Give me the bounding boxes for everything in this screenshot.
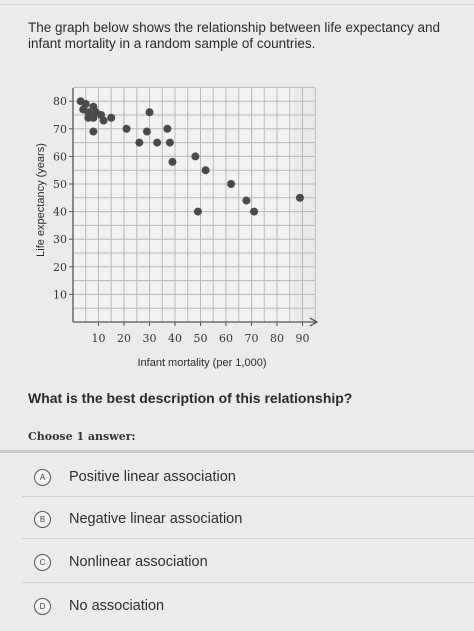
data-point xyxy=(191,152,200,161)
data-point xyxy=(193,207,202,216)
y-tick-label: 10 xyxy=(53,288,67,301)
question-text: What is the best description of this rel… xyxy=(28,390,353,406)
y-tick-label: 60 xyxy=(53,150,67,163)
data-point xyxy=(142,127,151,136)
data-point xyxy=(84,108,93,117)
choice-separator xyxy=(22,582,474,583)
data-point xyxy=(145,108,154,117)
choice-a-letter-icon: A xyxy=(34,468,51,486)
scatter-plot: 10 20 30 40 50 60 70 80 90 10 20 30 40 50 60 70 80 Infan… xyxy=(35,86,319,369)
x-axis-arrow-icon xyxy=(309,317,319,327)
choice-d-text: No association xyxy=(69,598,165,614)
x-tick-label: 40 xyxy=(168,332,182,345)
choice-c-letter-icon: C xyxy=(34,553,51,571)
choice-separator xyxy=(22,538,474,539)
x-tick-label: 10 xyxy=(92,332,106,345)
data-point xyxy=(163,124,172,133)
data-point xyxy=(107,113,116,122)
y-tick-label: 70 xyxy=(53,123,67,136)
choose-answer-label: Choose 1 answer: xyxy=(28,430,136,443)
choice-d[interactable]: D No association xyxy=(34,595,454,617)
x-axis-label: Infant mortality (per 1,000) xyxy=(137,357,266,369)
chart-axes xyxy=(69,88,319,327)
problem-intro-text: The graph below shows the relationship b… xyxy=(28,20,441,51)
data-point xyxy=(89,113,98,122)
choice-c-text: Nonlinear association xyxy=(69,554,208,570)
choice-a-text: Positive linear association xyxy=(69,469,236,485)
data-point xyxy=(242,196,251,205)
data-point xyxy=(99,116,108,125)
x-tick-label: 90 xyxy=(296,332,310,345)
choice-c[interactable]: C Nonlinear association xyxy=(34,551,454,573)
y-axis-label: Life expectancy (years) xyxy=(35,143,47,257)
x-tick-label: 30 xyxy=(143,332,157,345)
y-tick-label: 30 xyxy=(53,233,67,246)
choice-separator xyxy=(22,496,474,497)
x-tick-label: 50 xyxy=(194,332,208,345)
data-point xyxy=(153,138,162,147)
chart-tick-labels: 10 20 30 40 50 60 70 80 90 10 20 30 40 50 60 70 80 xyxy=(53,95,310,345)
data-point xyxy=(168,157,177,166)
plot-background xyxy=(73,88,293,322)
data-point xyxy=(201,166,210,175)
data-point xyxy=(89,127,98,136)
x-tick-label: 20 xyxy=(117,332,131,345)
data-point xyxy=(227,180,236,188)
choice-b-letter-icon: B xyxy=(34,510,51,528)
x-tick-label: 60 xyxy=(219,332,233,345)
choice-a[interactable]: A Positive linear association xyxy=(34,466,454,488)
data-point xyxy=(165,138,174,147)
data-point xyxy=(250,207,259,216)
top-border-line xyxy=(0,4,474,5)
choice-b-text: Negative linear association xyxy=(69,511,243,527)
data-point xyxy=(295,193,304,202)
section-divider xyxy=(0,450,474,453)
choice-b[interactable]: B Negative linear association xyxy=(34,508,454,530)
y-tick-label: 20 xyxy=(53,261,67,274)
choice-d-letter-icon: D xyxy=(34,597,51,615)
data-point xyxy=(135,138,144,147)
y-tick-label: 80 xyxy=(53,95,67,108)
data-point xyxy=(122,124,131,133)
x-tick-label: 80 xyxy=(270,332,284,345)
y-tick-label: 40 xyxy=(53,206,67,219)
x-tick-label: 70 xyxy=(245,332,259,345)
y-tick-label: 50 xyxy=(53,178,67,191)
chart-grid xyxy=(73,86,316,322)
chart-points xyxy=(76,97,304,216)
